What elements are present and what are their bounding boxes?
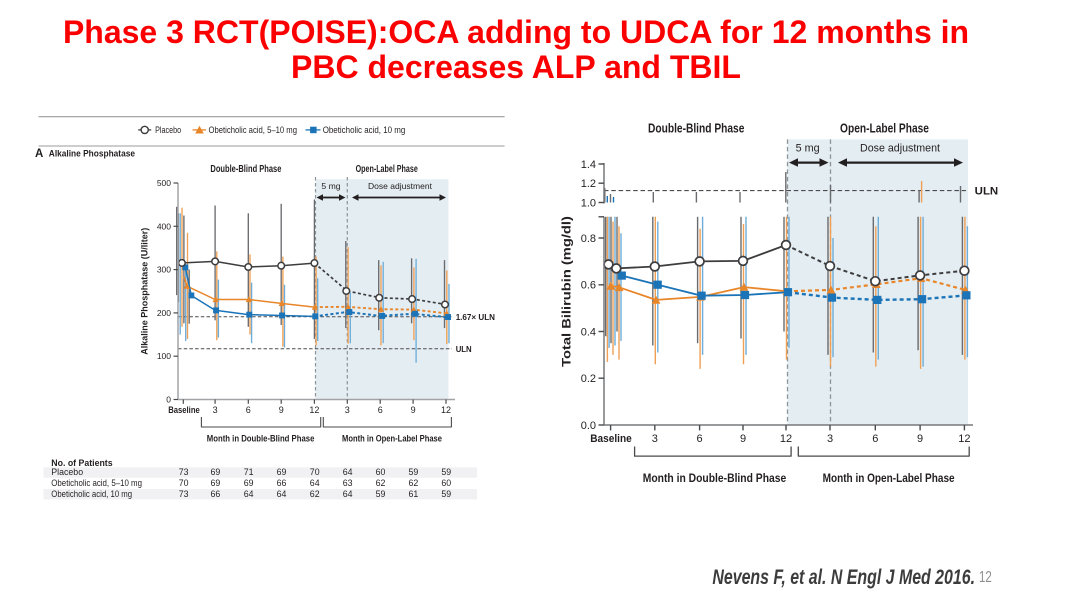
svg-text:70: 70: [310, 467, 320, 477]
svg-text:5 mg: 5 mg: [321, 181, 340, 191]
svg-text:Dose adjustment: Dose adjustment: [368, 181, 433, 191]
svg-text:71: 71: [244, 467, 254, 477]
svg-text:61: 61: [409, 489, 419, 499]
svg-text:6: 6: [246, 405, 251, 415]
svg-text:3: 3: [827, 433, 833, 445]
svg-text:Obeticholic acid, 10 mg: Obeticholic acid, 10 mg: [51, 489, 132, 499]
svg-text:Month in Open-Label Phase: Month in Open-Label Phase: [823, 471, 955, 485]
svg-text:3: 3: [345, 405, 350, 415]
svg-text:6: 6: [697, 433, 703, 445]
svg-text:Open-Label Phase: Open-Label Phase: [356, 164, 419, 175]
svg-text:12: 12: [958, 433, 970, 445]
svg-text:3: 3: [213, 405, 218, 415]
svg-text:ULN: ULN: [456, 344, 472, 354]
svg-text:1.2: 1.2: [581, 178, 596, 190]
svg-text:64: 64: [310, 478, 320, 488]
svg-text:6: 6: [872, 433, 878, 445]
svg-text:1.4: 1.4: [581, 159, 596, 171]
svg-text:Obeticholic acid, 10 mg: Obeticholic acid, 10 mg: [323, 125, 406, 135]
svg-text:100: 100: [157, 351, 171, 361]
svg-text:0.8: 0.8: [581, 233, 596, 245]
svg-text:9: 9: [917, 433, 923, 445]
svg-text:60: 60: [376, 467, 386, 477]
svg-text:60: 60: [441, 478, 451, 488]
svg-text:Month in Double-Blind Phase: Month in Double-Blind Phase: [207, 433, 315, 444]
svg-text:Double-Blind Phase: Double-Blind Phase: [210, 164, 281, 175]
svg-text:5 mg: 5 mg: [796, 143, 820, 155]
svg-text:400: 400: [157, 221, 171, 231]
svg-text:69: 69: [211, 467, 221, 477]
svg-text:Obeticholic acid, 5–10 mg: Obeticholic acid, 5–10 mg: [209, 125, 298, 135]
svg-text:59: 59: [409, 467, 419, 477]
svg-text:1.67× ULN: 1.67× ULN: [456, 312, 495, 322]
svg-text:64: 64: [244, 489, 254, 499]
svg-text:A: A: [35, 148, 43, 160]
svg-text:64: 64: [343, 467, 353, 477]
svg-text:Month in Double-Blind Phase: Month in Double-Blind Phase: [643, 471, 787, 485]
svg-text:59: 59: [441, 467, 451, 477]
svg-text:Dose adjustment: Dose adjustment: [860, 143, 940, 155]
svg-text:Obeticholic acid, 5–10 mg: Obeticholic acid, 5–10 mg: [51, 478, 142, 488]
svg-text:300: 300: [157, 265, 171, 275]
svg-text:Baseline: Baseline: [168, 405, 200, 415]
svg-text:0.6: 0.6: [581, 280, 596, 292]
svg-text:500: 500: [157, 178, 171, 188]
svg-text:62: 62: [376, 478, 386, 488]
svg-text:73: 73: [179, 467, 189, 477]
svg-text:Double-Blind Phase: Double-Blind Phase: [648, 122, 744, 136]
svg-text:0: 0: [166, 395, 171, 405]
svg-text:Baseline: Baseline: [590, 433, 632, 445]
svg-text:12: 12: [441, 405, 451, 415]
svg-text:66: 66: [277, 478, 287, 488]
svg-text:9: 9: [740, 433, 746, 445]
svg-text:0.4: 0.4: [581, 326, 596, 338]
svg-text:69: 69: [277, 467, 287, 477]
svg-text:59: 59: [376, 489, 386, 499]
svg-text:73: 73: [179, 489, 189, 499]
svg-text:64: 64: [277, 489, 287, 499]
svg-text:200: 200: [157, 308, 171, 318]
svg-text:No. of Patients: No. of Patients: [51, 458, 112, 468]
svg-text:6: 6: [378, 405, 383, 415]
svg-text:Month in Open-Label Phase: Month in Open-Label Phase: [342, 433, 442, 444]
svg-text:9: 9: [411, 405, 416, 415]
svg-text:63: 63: [343, 478, 353, 488]
svg-text:62: 62: [409, 478, 419, 488]
svg-text:9: 9: [279, 405, 284, 415]
svg-text:Placebo: Placebo: [51, 467, 83, 477]
svg-text:ULN: ULN: [975, 186, 999, 198]
svg-text:70: 70: [179, 478, 189, 488]
svg-text:59: 59: [441, 489, 451, 499]
svg-text:69: 69: [244, 478, 254, 488]
svg-text:62: 62: [310, 489, 320, 499]
svg-text:Alkaline Phosphatase (U/liter): Alkaline Phosphatase (U/liter): [139, 228, 150, 355]
svg-text:3: 3: [652, 433, 658, 445]
svg-text:Placebo: Placebo: [155, 125, 181, 135]
svg-text:0.0: 0.0: [581, 420, 596, 432]
svg-text:0.2: 0.2: [581, 373, 596, 385]
svg-text:12: 12: [309, 405, 319, 415]
svg-text:12: 12: [780, 433, 792, 445]
svg-text:Alkaline Phosphatase: Alkaline Phosphatase: [49, 149, 135, 160]
svg-text:64: 64: [343, 489, 353, 499]
svg-text:Total Bilirubin (mg/dl): Total Bilirubin (mg/dl): [560, 216, 574, 367]
svg-text:Open-Label Phase: Open-Label Phase: [840, 122, 929, 136]
svg-text:66: 66: [211, 489, 221, 499]
svg-text:1.0: 1.0: [581, 197, 596, 209]
svg-text:69: 69: [211, 478, 221, 488]
